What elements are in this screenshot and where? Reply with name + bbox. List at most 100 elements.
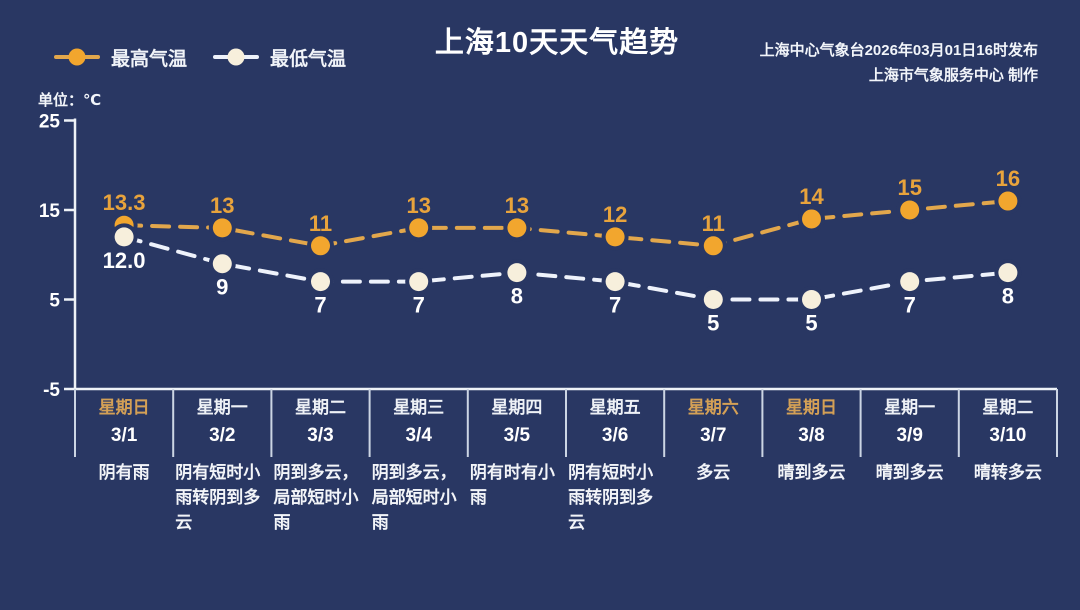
high-temp-line-marker-icon <box>54 46 100 68</box>
date-label: 3/2 <box>209 425 236 446</box>
high-temp-point <box>212 218 232 238</box>
weekday-label: 星期四 <box>491 398 543 417</box>
date-label: 3/10 <box>989 425 1027 446</box>
legend-label-high-temp: 最高气温 <box>111 48 188 70</box>
date-label: 3/7 <box>700 425 727 446</box>
high-temp-value-label: 11 <box>702 211 725 236</box>
low-temp-value-label: 5 <box>707 311 719 336</box>
weather-description: 多云 <box>696 463 731 482</box>
low-temp-point <box>409 272 429 292</box>
day-column: 星期三 3/4 阴到多云，局部短时小雨 <box>370 398 468 535</box>
weekday-label: 星期一 <box>196 398 248 417</box>
y-tick-label: 5 <box>49 291 60 312</box>
high-temp-point <box>605 227 625 247</box>
weather-description: 晴转多云 <box>973 463 1042 482</box>
low-temp-value-label: 8 <box>1002 284 1014 309</box>
low-temp-point <box>998 263 1018 283</box>
weekday-label: 星期日 <box>785 398 837 417</box>
day-column: 星期二 3/3 阴到多云，局部短时小雨 <box>271 398 369 535</box>
day-column: 星期一 3/9 晴到多云 <box>861 398 959 485</box>
low-temp-point <box>212 254 232 274</box>
weather-description: 晴到多云 <box>875 463 944 482</box>
low-temp-point <box>605 272 625 292</box>
y-tick-label: -5 <box>43 380 60 401</box>
weather-description: 阴有短时小雨转阴到多云 <box>568 463 654 532</box>
low-temp-point <box>507 263 527 283</box>
high-temp-value-label: 12 <box>603 202 627 227</box>
high-temp-point <box>507 218 527 238</box>
low-temp-line: 12.0 9 7 7 8 7 5 5 7 8 <box>103 223 1022 336</box>
weekday-label: 星期六 <box>687 398 739 417</box>
legend-item-high-temp: 最高气温 <box>54 46 188 70</box>
low-temp-value-label: 7 <box>314 293 326 318</box>
unit-label: 单位：℃ <box>38 92 102 109</box>
date-label: 3/4 <box>405 425 432 446</box>
publisher-line2: 上海市气象服务中心 制作 <box>868 67 1038 84</box>
date-label: 3/8 <box>798 425 825 446</box>
date-label: 3/6 <box>601 425 629 446</box>
date-label: 3/1 <box>110 425 138 446</box>
low-temp-value-label: 12.0 <box>103 248 146 273</box>
high-temp-point <box>998 191 1018 211</box>
low-temp-value-label: 5 <box>805 311 817 336</box>
weather-description: 阴有短时小雨转阴到多云 <box>175 463 261 532</box>
weather-description: 阴有时有小雨 <box>469 463 555 507</box>
low-temp-value-label: 7 <box>413 293 425 318</box>
high-temp-line: 13.3 13 11 13 13 12 11 14 15 16 <box>103 166 1022 260</box>
high-temp-point <box>703 236 723 256</box>
high-temp-value-label: 16 <box>996 166 1020 191</box>
day-column: 星期四 3/5 阴有时有小雨 <box>468 398 566 510</box>
weather-description: 阴到多云，局部短时小雨 <box>273 463 359 532</box>
publisher-line1: 上海中心气象台2026年03月01日16时发布 <box>759 42 1038 59</box>
weather-description: 阴有雨 <box>98 463 150 482</box>
weekday-label: 星期二 <box>982 398 1034 417</box>
high-temp-value-label: 13 <box>406 193 430 218</box>
high-temp-point <box>802 209 821 229</box>
legend-item-low-temp: 最低气温 <box>213 46 347 70</box>
low-temp-value-label: 7 <box>609 293 621 318</box>
low-temp-value-label: 8 <box>511 284 523 309</box>
y-tick-label: 25 <box>39 112 61 133</box>
legend-label-low-temp: 最低气温 <box>270 48 347 70</box>
high-temp-point <box>900 200 920 220</box>
day-column: 星期二 3/10 晴转多云 <box>959 398 1057 485</box>
low-temp-point <box>802 290 821 309</box>
low-temp-point <box>311 272 330 292</box>
publisher-info: 上海中心气象台2026年03月01日16时发布 上海市气象服务中心 制作 <box>760 38 1038 88</box>
weekday-label: 星期二 <box>294 398 346 417</box>
low-temp-point <box>703 290 723 309</box>
low-temp-point <box>900 272 920 292</box>
weekday-label: 星期一 <box>884 398 936 417</box>
day-column: 星期日 3/8 晴到多云 <box>762 398 860 485</box>
day-column: 星期日 3/1 阴有雨 <box>75 398 173 485</box>
high-temp-value-label: 15 <box>897 175 921 200</box>
high-temp-value-label: 14 <box>799 184 824 209</box>
date-label: 3/5 <box>503 425 531 446</box>
weather-description: 晴到多云 <box>777 463 846 482</box>
date-label: 3/3 <box>307 425 334 446</box>
low-temp-point <box>114 227 134 247</box>
high-temp-point <box>409 218 429 238</box>
high-temp-value-label: 11 <box>309 211 332 236</box>
legend: 最高气温 最低气温 <box>54 46 347 70</box>
high-temp-point <box>311 236 330 256</box>
high-temp-value-label: 13.3 <box>103 190 146 215</box>
low-temp-value-label: 7 <box>904 293 916 318</box>
page-title: 上海10天天气趋势 <box>434 27 680 59</box>
date-label: 3/9 <box>896 425 923 446</box>
high-temp-value-label: 13 <box>505 193 529 218</box>
weekday-label: 星期日 <box>98 398 150 417</box>
low-temp-value-label: 9 <box>216 275 228 300</box>
high-temp-value-label: 13 <box>210 193 234 218</box>
day-column: 星期六 3/7 多云 <box>664 398 762 485</box>
weather-description: 阴到多云，局部短时小雨 <box>371 463 457 532</box>
weekday-label: 星期五 <box>589 398 641 417</box>
day-column: 星期一 3/2 阴有短时小雨转阴到多云 <box>173 398 271 535</box>
day-column: 星期五 3/6 阴有短时小雨转阴到多云 <box>566 398 664 535</box>
axes: 25 15 5 -5 <box>39 112 1058 457</box>
low-temp-line-marker-icon <box>213 46 260 68</box>
weekday-label: 星期三 <box>393 398 445 417</box>
y-tick-label: 15 <box>39 201 61 222</box>
